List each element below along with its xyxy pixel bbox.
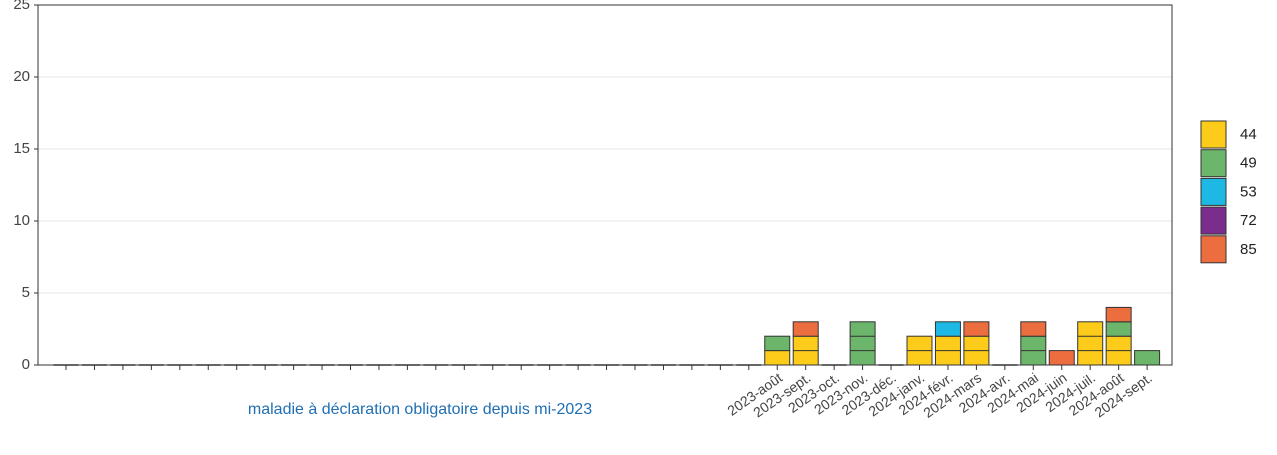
legend-swatch bbox=[1200, 177, 1227, 206]
annotation: maladie à déclaration obligatoire depuis… bbox=[248, 401, 592, 418]
legend-label: 72 bbox=[1240, 212, 1257, 229]
bar-segment bbox=[1077, 321, 1104, 366]
legend-swatch bbox=[1200, 235, 1227, 264]
legend-label: 85 bbox=[1240, 241, 1257, 258]
legend-label: 53 bbox=[1240, 183, 1257, 200]
bar-segment bbox=[963, 321, 990, 337]
bar-segment bbox=[934, 321, 961, 337]
bar-segment bbox=[764, 350, 791, 366]
bar-segment bbox=[1134, 350, 1161, 366]
bar-segment bbox=[792, 321, 819, 337]
bar-segment bbox=[1048, 350, 1075, 366]
bar-segment bbox=[764, 335, 791, 352]
bar-segment bbox=[1020, 321, 1047, 337]
bar-segment bbox=[1105, 321, 1132, 337]
y-tick-label: 15 bbox=[13, 140, 30, 157]
legend-swatch bbox=[1200, 120, 1227, 149]
y-tick-label: 5 bbox=[22, 284, 30, 301]
y-tick-label: 10 bbox=[13, 212, 30, 229]
plot-frame bbox=[37, 4, 1173, 366]
legend-swatch bbox=[1200, 206, 1227, 235]
legend-swatch bbox=[1200, 149, 1227, 178]
bar-segment bbox=[1105, 306, 1132, 323]
y-tick-label: 20 bbox=[13, 68, 30, 85]
y-tick-label: 25 bbox=[13, 0, 30, 13]
legend-label: 49 bbox=[1240, 155, 1257, 172]
bar-segment bbox=[849, 321, 876, 366]
legend-label: 44 bbox=[1240, 126, 1257, 143]
y-tick-label: 0 bbox=[22, 356, 30, 373]
